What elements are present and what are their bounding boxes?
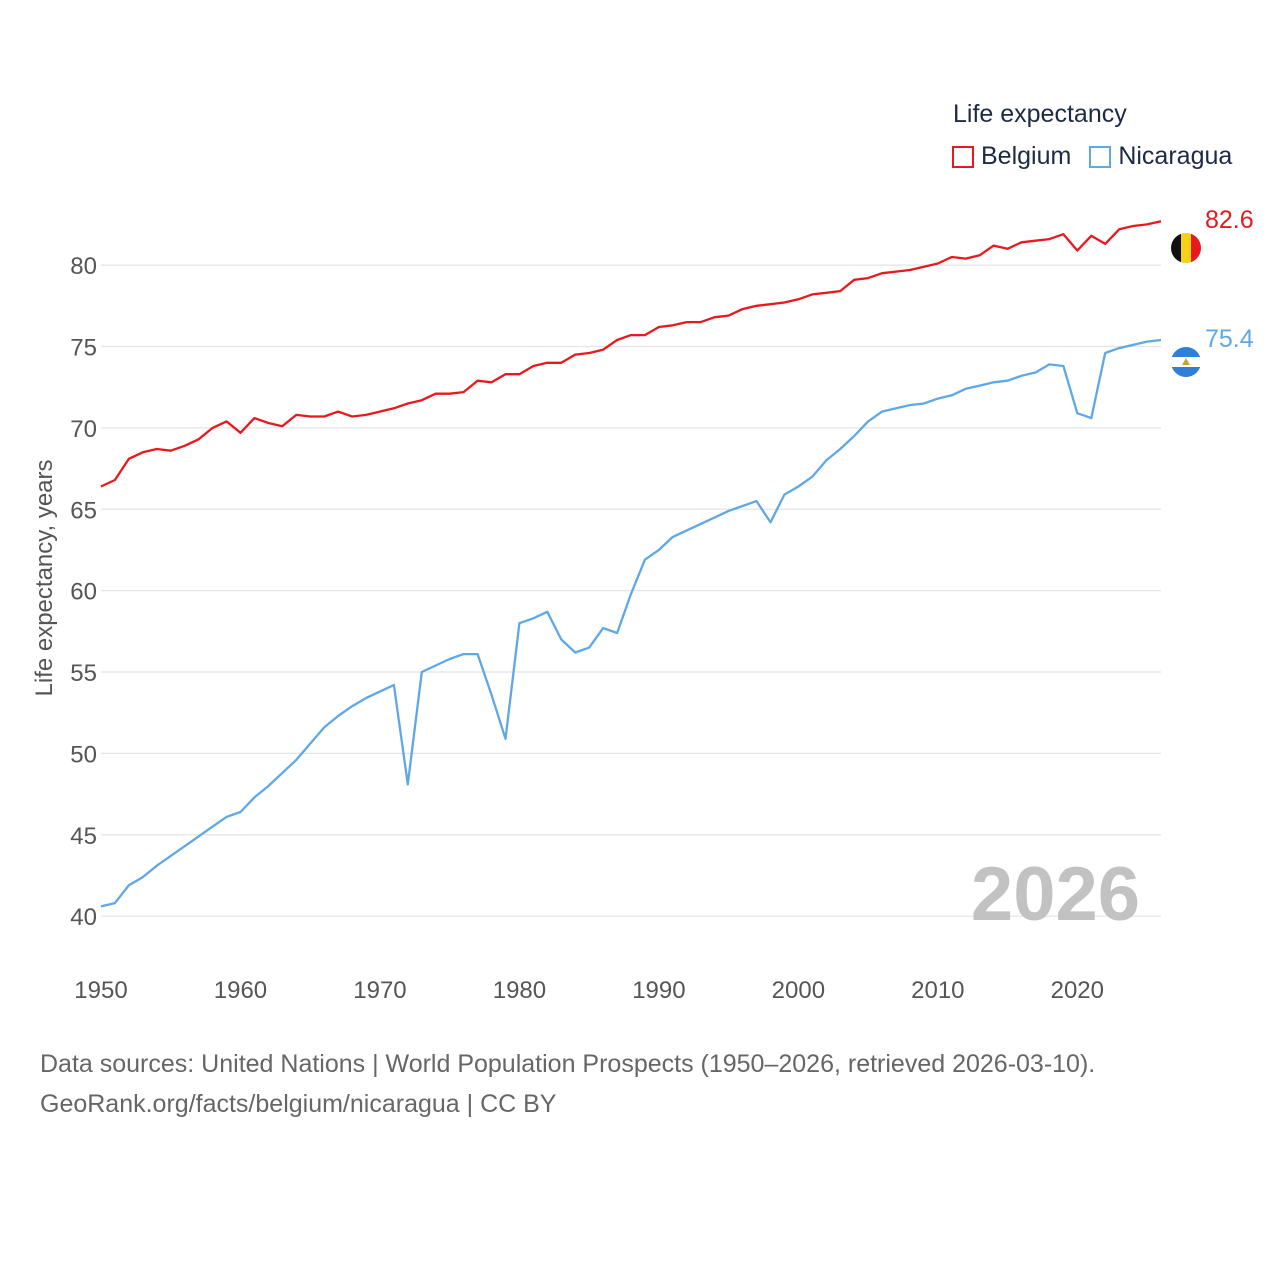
end-label-belgium: 82.6 [1205, 206, 1254, 234]
y-axis-ticks: 40 45 50 55 60 65 70 75 80 [70, 253, 97, 931]
y-tick-label-65: 65 [70, 497, 97, 524]
y-tick-label-60: 60 [70, 579, 97, 606]
y-tick-label-50: 50 [70, 741, 97, 768]
source-note: Data sources: United Nations | World Pop… [40, 1044, 1095, 1124]
x-tick-label-1980: 1980 [493, 977, 546, 1004]
series-line-belgium [100, 220, 1162, 488]
legend-swatch-belgium [952, 145, 974, 168]
x-tick-label-1990: 1990 [632, 977, 685, 1004]
legend-item-belgium[interactable]: Belgium [952, 142, 1071, 171]
source-line-2[interactable]: GeoRank.org/facts/belgium/nicaragua | CC… [40, 1090, 557, 1118]
nicaragua-flag-icon [1171, 347, 1201, 377]
x-tick-label-1960: 1960 [214, 977, 267, 1004]
y-axis-label: Life expectancy, years [31, 459, 58, 696]
series-line-nicaragua [100, 338, 1162, 908]
y-tick-label-40: 40 [70, 904, 97, 931]
year-watermark: 2026 [971, 852, 1140, 937]
legend-item-nicaragua[interactable]: Nicaragua [1089, 142, 1232, 171]
legend-label-belgium: Belgium [981, 142, 1072, 170]
x-tick-label-2020: 2020 [1051, 977, 1104, 1004]
source-line-1: Data sources: United Nations | World Pop… [40, 1050, 1096, 1078]
x-tick-label-2000: 2000 [772, 977, 825, 1004]
belgium-flag-icon [1171, 233, 1201, 263]
legend-title: Life expectancy [953, 100, 1127, 128]
x-tick-label-1970: 1970 [353, 977, 406, 1004]
y-tick-label-45: 45 [70, 823, 97, 850]
x-tick-label-2010: 2010 [911, 977, 964, 1004]
legend-label-nicaragua: Nicaragua [1118, 142, 1233, 170]
y-tick-label-75: 75 [70, 334, 97, 361]
y-tick-label-55: 55 [70, 660, 97, 687]
x-tick-label-1950: 1950 [74, 977, 127, 1004]
end-label-nicaragua: 75.4 [1205, 325, 1254, 353]
end-labels: 82.6 75.4 [1205, 206, 1254, 353]
y-tick-label-80: 80 [70, 253, 97, 280]
y-tick-label-70: 70 [70, 416, 97, 443]
x-axis-ticks: 1950 1960 1970 1980 1990 2000 2010 2020 [74, 977, 1104, 1004]
series-lines [100, 220, 1162, 908]
gridlines [101, 264, 1161, 917]
legend: Belgium Nicaragua [952, 142, 1250, 171]
legend-swatch-nicaragua [1089, 145, 1112, 168]
